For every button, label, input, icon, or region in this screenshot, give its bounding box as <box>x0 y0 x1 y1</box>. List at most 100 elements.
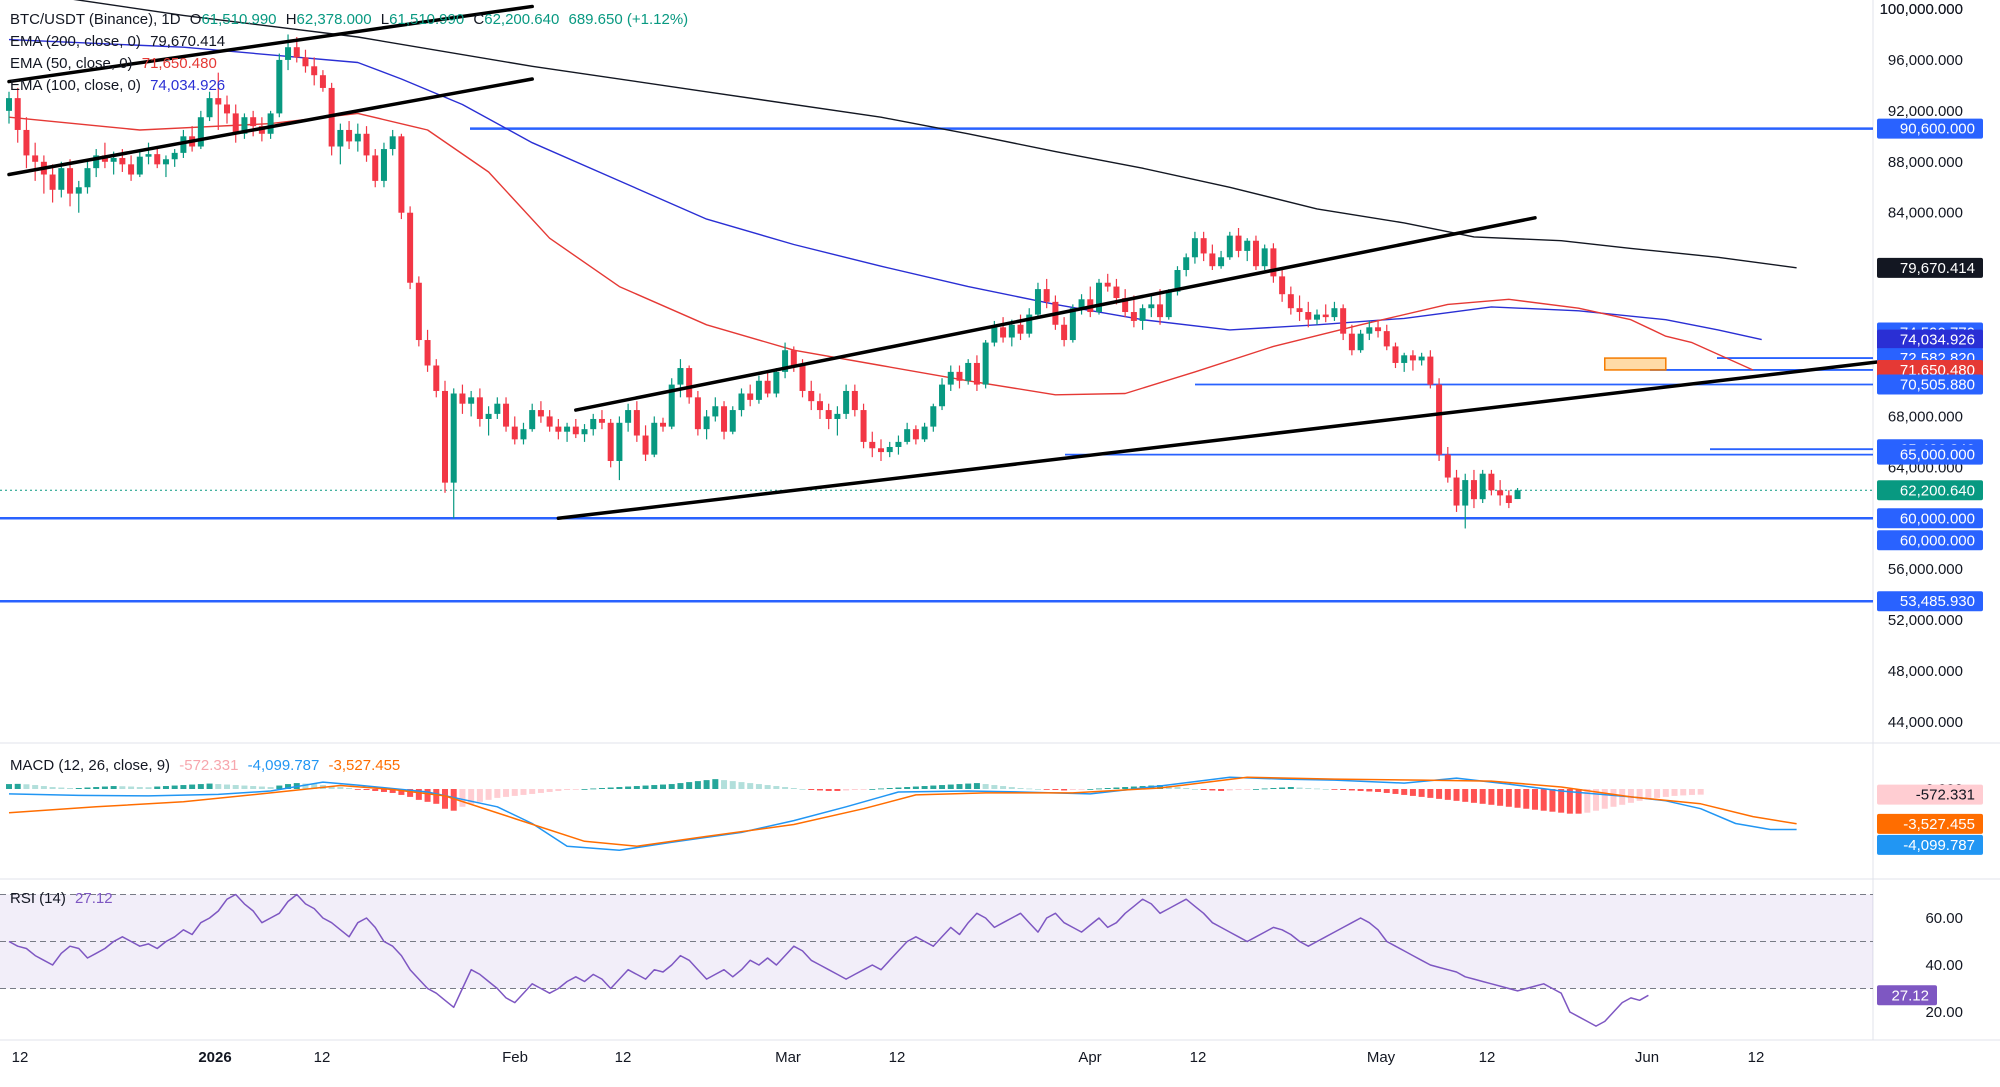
candle-body <box>84 168 91 188</box>
candle-body <box>1427 356 1434 385</box>
price-label-box <box>1877 444 1983 465</box>
candle-body <box>555 426 562 432</box>
macd-hist-bar <box>110 786 117 789</box>
price-tick-label: 84,000.000 <box>1888 205 1963 222</box>
candle-body <box>1130 312 1137 321</box>
candle-body <box>1436 384 1443 455</box>
candle-body <box>904 429 911 442</box>
price-label-text: 79,670.414 <box>1900 260 1975 277</box>
candle-body <box>1061 324 1068 341</box>
price-label-box <box>1877 480 1983 501</box>
candle-body <box>197 117 204 147</box>
candle-body <box>450 393 457 483</box>
trend-line <box>7 4 534 84</box>
macd-hist-bar <box>328 786 335 789</box>
macd-hist-bar <box>1314 788 1320 790</box>
candle-body <box>1191 238 1198 258</box>
macd-hist-bar <box>171 785 178 789</box>
candle-body <box>206 98 213 118</box>
candle-body <box>546 416 553 427</box>
price-label-text: 62,200.640 <box>1900 482 1975 499</box>
candle-body <box>154 154 161 165</box>
macd-hist-bar <box>1627 789 1634 803</box>
candle-body <box>991 327 998 343</box>
candle-body <box>380 149 387 181</box>
macd-hist-bar <box>93 787 100 789</box>
ema50-legend[interactable]: EMA (50, close, 0) 71,650.480 <box>10 55 222 72</box>
candle-body <box>293 47 300 58</box>
macd-hist-bar <box>1174 787 1181 789</box>
macd-hist-bar <box>450 789 457 811</box>
ema50-label: EMA (50, close, 0) <box>10 55 133 72</box>
macd-label-box <box>1877 834 1983 855</box>
candle-body <box>1479 473 1486 500</box>
candle-body <box>1296 308 1303 313</box>
candle-body <box>442 390 448 483</box>
ema200-label: EMA (200, close, 0) <box>10 33 141 50</box>
macd-hist-bar <box>511 789 518 796</box>
macd-hist-bar <box>354 789 361 790</box>
price-label-box <box>1877 530 1983 551</box>
price-pane <box>0 0 1903 603</box>
candle-body <box>860 410 867 442</box>
macd-hist-bar <box>1340 789 1347 790</box>
close-value: 62,200.640 <box>484 11 560 28</box>
candle-body <box>1200 238 1207 254</box>
price-tick-label: 44,000.000 <box>1888 714 1963 731</box>
candle-body <box>1148 304 1155 309</box>
candle-body <box>1392 346 1399 363</box>
macd-hist-bar <box>6 784 12 789</box>
macd-hist-bar <box>267 787 274 789</box>
macd-legend[interactable]: MACD (12, 26, close, 9) -572.331 -4,099.… <box>10 757 405 774</box>
macd-hist-bar <box>485 789 492 800</box>
macd-hist-bar <box>241 785 248 789</box>
candle-body <box>939 384 946 407</box>
macd-hist-bar <box>276 785 283 789</box>
macd-hist-bar <box>311 784 318 789</box>
candle-body <box>834 413 841 419</box>
macd-hist-bar <box>607 787 614 789</box>
ema100-legend[interactable]: EMA (100, close, 0) 74,034.926 <box>10 77 230 94</box>
macd-hist-bar <box>564 789 571 790</box>
ema50-line <box>8 112 1754 396</box>
macd-hist-bar <box>1558 789 1565 813</box>
time-tick-label: 12 <box>615 1049 632 1066</box>
rsi-tick-label: 40.00 <box>1925 957 1963 974</box>
candle-body <box>1218 257 1225 267</box>
macd-hist-bar <box>119 786 126 789</box>
macd-hist-bar <box>1122 787 1129 789</box>
candle-body <box>694 397 701 430</box>
candle-body <box>1287 294 1294 309</box>
macd-hist-bar <box>503 789 510 797</box>
candle-body <box>1279 276 1286 295</box>
candle-body <box>1366 327 1373 334</box>
macd-hist-bar <box>1113 787 1120 789</box>
candle-body <box>747 393 754 400</box>
ema200-legend[interactable]: EMA (200, close, 0) 79,670.414 <box>10 33 230 50</box>
candle-body <box>433 365 440 391</box>
candle-body <box>668 384 675 427</box>
candle-body <box>598 418 605 423</box>
candle-body <box>1183 257 1190 271</box>
macd-hist-bar <box>729 781 736 789</box>
candle-body <box>1383 331 1390 347</box>
macd-hist-bar <box>843 789 850 791</box>
candle-body <box>93 155 100 169</box>
candle-body <box>1008 324 1015 338</box>
macd-hist-bar <box>442 789 448 809</box>
candle-body <box>49 174 56 190</box>
macd-hist-bar <box>982 784 989 789</box>
macd-hist-bar <box>459 789 466 807</box>
candle-body <box>75 187 82 194</box>
macd-hist-bar <box>1043 789 1050 790</box>
macd-hist-bar <box>1296 787 1303 789</box>
symbol-title: BTC/USDT (Binance), 1D <box>10 11 181 28</box>
candle-body <box>1270 248 1277 277</box>
time-tick-label: 12 <box>314 1049 331 1066</box>
macd-hist-bar <box>572 789 579 790</box>
macd-hist-bar <box>895 787 902 789</box>
rsi-legend[interactable]: RSI (14) 27.12 <box>10 890 118 907</box>
macd-hist-bar <box>1366 789 1373 792</box>
macd-hist-bar <box>816 789 823 791</box>
